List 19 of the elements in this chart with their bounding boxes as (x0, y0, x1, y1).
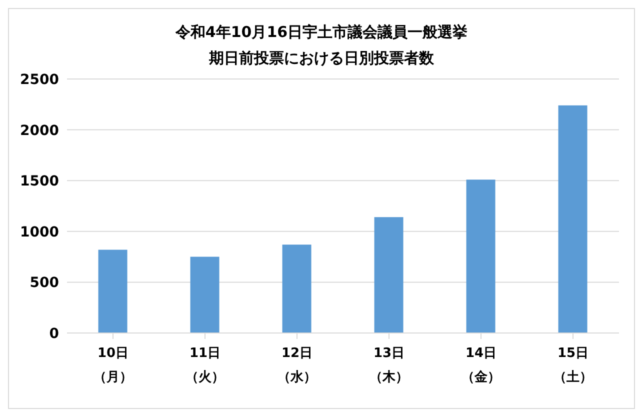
x-tick-label: 14日（金） (462, 346, 500, 385)
y-tick-label: 1500 (20, 174, 60, 190)
y-tick-label: 2500 (20, 72, 60, 88)
y-tick-label: 0 (49, 326, 60, 342)
bar (466, 180, 496, 333)
x-tick-label: 11日（火） (186, 346, 224, 385)
bar (98, 250, 128, 333)
x-tick-label: 10日（月） (94, 346, 132, 385)
y-tick-label: 1000 (20, 224, 60, 240)
x-tick-label: 13日（木） (370, 346, 408, 385)
y-tick-label: 2000 (20, 122, 60, 139)
bar (190, 256, 220, 333)
bar (558, 105, 588, 333)
chart-title: 令和4年10月16日宇土市議会議員一般選挙期日前投票における日別投票者数 (174, 22, 469, 69)
bar (374, 217, 404, 333)
x-tick-label: 15日（土） (554, 346, 592, 385)
y-tick-label: 500 (30, 275, 60, 292)
bar (282, 244, 312, 333)
x-tick-label: 12日（水） (278, 346, 316, 385)
